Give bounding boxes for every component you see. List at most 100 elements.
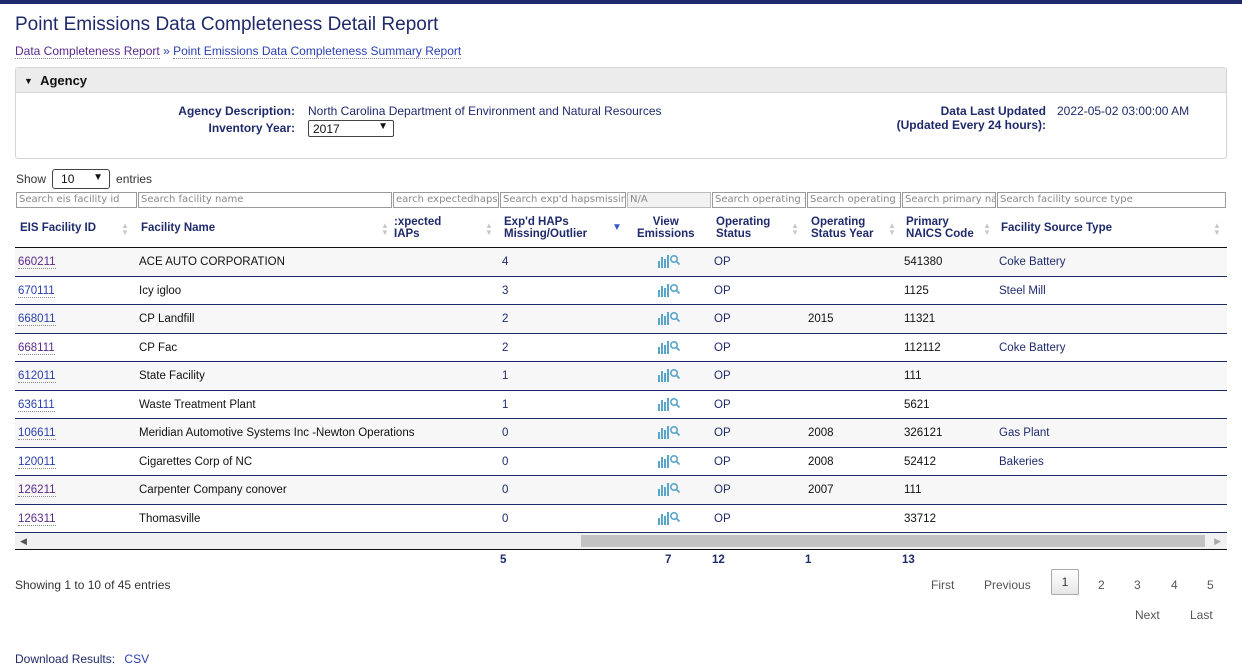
operating-status: OP: [714, 284, 731, 297]
filter-haps-missing[interactable]: Search exp'd hapsmissinç: [500, 192, 626, 208]
primary-naics-code: 326121: [904, 427, 943, 439]
filter-eis-facility-id[interactable]: Search eis facility id: [16, 192, 137, 208]
pagination-previous[interactable]: Previous: [984, 578, 1031, 592]
facility-name: Icy igloo: [139, 284, 182, 297]
table-row: 668111 CP Fac 2 OP 112112 Coke Battery: [15, 334, 1227, 362]
scroll-right-icon[interactable]: ▶: [1214, 536, 1221, 546]
pagination-page-1[interactable]: 1: [1051, 569, 1079, 595]
sort-arrows-icon[interactable]: ▲ ▼: [1213, 221, 1221, 237]
sort-arrows-icon[interactable]: ▲ ▼: [983, 221, 991, 237]
column-header-facility-source-type[interactable]: Facility Source Type: [1001, 222, 1112, 234]
pagination-first[interactable]: First: [931, 578, 955, 592]
triangle-down-icon[interactable]: ▼: [24, 76, 33, 86]
eis-facility-id-link[interactable]: 106611: [18, 427, 56, 440]
pagination-next[interactable]: Next: [1135, 608, 1160, 622]
table-row: 126311 Thomasville 0 OP 33712: [15, 505, 1227, 533]
haps-missing-count: 0: [502, 484, 509, 496]
download-csv-link[interactable]: CSV: [124, 652, 150, 666]
eis-facility-id-link[interactable]: 612011: [18, 370, 56, 383]
operating-status-year: 2008: [808, 455, 834, 468]
filter-facility-source-type[interactable]: Search facility source type: [997, 192, 1226, 208]
primary-naics-code: 541380: [904, 256, 943, 268]
sort-descending-icon[interactable]: ▼: [612, 222, 622, 233]
primary-naics-code: 1125: [904, 284, 929, 297]
breadcrumb-summary-report[interactable]: Point Emissions Data Completeness Summar…: [173, 44, 462, 59]
facility-name: Carpenter Company conover: [139, 484, 287, 496]
pagination-page-3[interactable]: 3: [1134, 578, 1141, 592]
agency-panel-header[interactable]: ▼ Agency: [16, 68, 1226, 93]
primary-naics-code: 111: [904, 484, 922, 496]
eis-facility-id-link[interactable]: 120011: [18, 455, 56, 469]
bar-chart-magnifier-icon[interactable]: [657, 283, 681, 297]
primary-naics-code: 11321: [904, 313, 936, 325]
sort-arrows-icon[interactable]: ▲ ▼: [791, 221, 799, 237]
sort-arrows-icon[interactable]: ▲ ▼: [888, 221, 896, 237]
column-header-operating-status-year[interactable]: Operating Status Year: [811, 216, 874, 240]
bar-chart-magnifier-icon[interactable]: [657, 368, 681, 382]
primary-naics-code: 112112: [904, 341, 941, 354]
sort-arrows-icon[interactable]: ▲ ▼: [485, 221, 493, 237]
pagination-page-4[interactable]: 4: [1171, 578, 1178, 592]
total-operating-status: 12: [712, 554, 725, 566]
filter-primary-naics[interactable]: Search primary nai: [902, 192, 996, 208]
haps-missing-count: 0: [502, 427, 509, 439]
agency-description-label: Agency Description:: [178, 104, 295, 118]
filter-operating-status-year[interactable]: Search operating st: [807, 192, 901, 208]
data-last-updated-value: 2022-05-02 03:00:00 AM: [1057, 104, 1190, 118]
agency-panel: ▼ Agency Agency Description: North Carol…: [15, 67, 1227, 159]
scroll-left-icon[interactable]: ◀: [20, 536, 27, 546]
entries-per-page-select[interactable]: 10 ▼: [52, 169, 111, 189]
column-header-primary-naics[interactable]: Primary NAICS Code: [906, 216, 974, 240]
column-header-view-emissions[interactable]: View Emissions: [637, 216, 695, 240]
breadcrumb-data-completeness-report[interactable]: Data Completeness Report: [15, 44, 160, 59]
filter-facility-name[interactable]: Search facility name: [138, 192, 392, 208]
update-frequency-label: (Updated Every 24 hours):: [896, 118, 1046, 132]
download-label: Download Results:: [15, 652, 116, 666]
bar-chart-magnifier-icon[interactable]: [657, 482, 681, 496]
bar-chart-magnifier-icon[interactable]: [657, 311, 681, 325]
eis-facility-id-link[interactable]: 636111: [18, 398, 55, 412]
eis-facility-id-link[interactable]: 126311: [18, 512, 56, 526]
pagination-page-2[interactable]: 2: [1098, 578, 1105, 592]
sort-arrows-icon[interactable]: ▲ ▼: [121, 221, 129, 237]
horizontal-scrollbar[interactable]: ◀ ▶: [15, 533, 1227, 550]
data-last-updated-label: Data Last Updated: [940, 104, 1046, 118]
table-row: 120011 Cigarettes Corp of NC 0 OP 2008 52412 B…: [15, 448, 1227, 476]
bar-chart-magnifier-icon[interactable]: [657, 425, 681, 439]
eis-facility-id-link[interactable]: 668111: [18, 341, 55, 355]
inventory-year-select[interactable]: 2017 ▼: [308, 120, 394, 137]
filter-view-emissions: N/A: [627, 192, 711, 208]
agency-header-label: Agency: [40, 73, 88, 88]
bar-chart-magnifier-icon[interactable]: [657, 340, 681, 354]
pagination-last[interactable]: Last: [1190, 608, 1213, 622]
bar-chart-magnifier-icon[interactable]: [657, 397, 681, 411]
table-row: 612011 State Facility 1 OP 111: [15, 362, 1227, 391]
table-row: 636111 Waste Treatment Plant 1 OP 5621: [15, 391, 1227, 419]
eis-facility-id-link[interactable]: 660211: [18, 256, 56, 269]
chevron-down-icon: ▼: [93, 172, 104, 183]
eis-facility-id-link[interactable]: 126211: [18, 484, 56, 497]
column-header-haps-missing[interactable]: Exp'd HAPs Missing/Outlier: [504, 216, 588, 240]
scrollbar-thumb[interactable]: [581, 535, 1205, 547]
column-header-operating-status[interactable]: Operating Status: [716, 216, 771, 240]
eis-facility-id-link[interactable]: 670111: [18, 284, 55, 298]
bar-chart-magnifier-icon[interactable]: [657, 254, 681, 268]
eis-facility-id-link[interactable]: 668011: [18, 313, 56, 326]
page-title: Point Emissions Data Completeness Detail…: [15, 14, 439, 35]
operating-status: OP: [714, 370, 731, 382]
sort-arrows-icon[interactable]: ▲ ▼: [381, 221, 389, 237]
column-header-expected-haps[interactable]: :xpected IAPs: [394, 216, 442, 240]
bar-chart-magnifier-icon[interactable]: [657, 454, 681, 468]
column-header-facility-name[interactable]: Facility Name: [141, 222, 216, 234]
haps-missing-count: 2: [502, 313, 509, 325]
bar-chart-magnifier-icon[interactable]: [657, 511, 681, 525]
facility-name: Cigarettes Corp of NC: [139, 455, 253, 468]
operating-status: OP: [714, 455, 731, 468]
column-header-eis-facility-id[interactable]: EIS Facility ID: [20, 222, 97, 234]
table-row: 106611 Meridian Automotive Systems Inc -N…: [15, 419, 1227, 448]
pagination-page-5[interactable]: 5: [1207, 578, 1214, 592]
filter-operating-status[interactable]: Search operating st: [712, 192, 806, 208]
column-filters: Search eis facility id Search facility n…: [15, 191, 1227, 211]
inventory-year-label: Inventory Year:: [208, 121, 295, 135]
filter-expected-haps[interactable]: earch expectedhaps: [393, 192, 499, 208]
